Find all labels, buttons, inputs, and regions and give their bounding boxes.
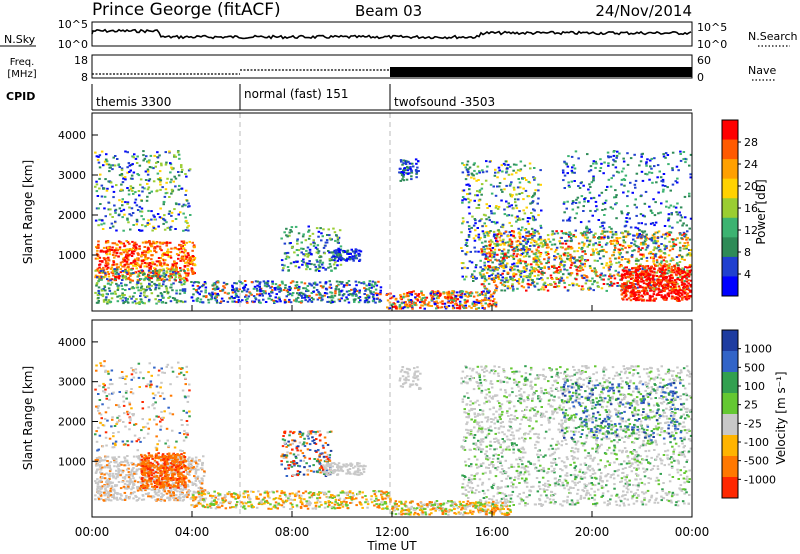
cpid-mode-2: normal (fast) 151: [244, 87, 348, 101]
range-tick-label: 4000: [58, 129, 86, 142]
freq-unit: [MHz]: [7, 69, 36, 80]
date-label: 24/Nov/2014: [595, 2, 692, 20]
beam-label: Beam 03: [355, 2, 422, 20]
colorbar-swatch: [722, 237, 738, 258]
range-tick-label: 2000: [58, 415, 86, 428]
colorbar-tick: 24: [744, 158, 758, 171]
colorbar-tick: 20: [744, 180, 758, 193]
colorbar-swatch: [722, 477, 738, 499]
velocity-ylabel: Slant Range [km]: [21, 366, 35, 470]
time-tick-label: 04:00: [175, 525, 210, 539]
colorbar-tick: 12: [744, 224, 758, 237]
cpid-panel: CPID themis 3300 normal (fast) 151 twofs…: [6, 84, 692, 111]
freq-tick-bottom: 8: [81, 71, 88, 84]
colorbar-tick: 16: [744, 202, 758, 215]
time-tick-label: 20:00: [575, 525, 610, 539]
colorbar-tick: 8: [744, 246, 751, 259]
colorbar-swatch: [722, 393, 738, 415]
noise-left-tick-bottom: 10^0: [58, 38, 88, 51]
time-tick-label: 00:00: [75, 525, 110, 539]
colorbar-swatch: [722, 414, 738, 436]
colorbar-swatch: [722, 351, 738, 373]
colorbar-swatch: [722, 435, 738, 457]
range-tick-label: 4000: [58, 336, 86, 349]
power-colorbar: 28 24 20 16 12 8 4: [721, 119, 758, 297]
range-tick-label: 1000: [58, 249, 86, 262]
noise-right-tick-top: 10^5: [697, 21, 727, 34]
colorbar-tick: 1000: [744, 343, 772, 356]
colorbar-swatch: [722, 198, 738, 219]
colorbar-swatch: [722, 256, 738, 277]
frequency-panel: Freq. [MHz] 18 8 60 0 Nave: [7, 54, 776, 84]
cpid-mode-1: themis 3300: [96, 95, 171, 109]
freq-tick-top: 18: [74, 54, 88, 67]
nave-tick-bottom: 0: [697, 71, 704, 84]
colorbar-swatch: [722, 276, 738, 297]
cpid-mode-3: twofsound -3503: [394, 95, 495, 109]
noise-left-label: N.Sky: [4, 33, 36, 46]
time-axis: 00:00 04:00 08:00 12:00 16:00 20:00 00:00: [75, 305, 710, 539]
range-tick-label: 3000: [58, 376, 86, 389]
velocity-data: [94, 360, 693, 516]
colorbar-swatch: [722, 372, 738, 394]
noise-sky-line: [91, 28, 692, 40]
colorbar-tick: 500: [744, 361, 765, 374]
colorbar-swatch: [722, 456, 738, 478]
colorbar-swatch: [722, 330, 738, 352]
time-tick-label: 16:00: [475, 525, 510, 539]
colorbar-tick: 100: [744, 380, 765, 393]
range-tick-label: 1000: [58, 455, 86, 468]
range-tick-label: 2000: [58, 209, 86, 222]
velocity-colorbar: 1000 500 100 25 -25 -100 -500 -1000: [721, 329, 776, 499]
colorbar-swatch: [722, 139, 738, 160]
velocity-panel: 4000 3000 2000 1000 Slant Range [km] 1000 50…: [21, 319, 788, 518]
colorbar-tick: 28: [744, 136, 758, 149]
nave-tick-top: 60: [697, 54, 711, 67]
colorbar-tick: -1000: [744, 473, 776, 486]
noise-panel: N.Sky 10^5 10^0 10^5 10^0 N.Search: [0, 18, 798, 51]
range-tick-label: 3000: [58, 169, 86, 182]
noise-right-label: N.Search: [748, 30, 798, 43]
noise-right-tick-bottom: 10^0: [697, 38, 727, 51]
freq-label: Freq.: [10, 57, 35, 68]
power-colorbar-label: Power [dB]: [754, 179, 768, 244]
time-axis-label: Time UT: [366, 539, 417, 553]
time-tick-label: 08:00: [275, 525, 310, 539]
cpid-label: CPID: [6, 90, 35, 103]
nave-label: Nave: [748, 64, 776, 77]
time-tick-label: 00:00: [675, 525, 710, 539]
power-ylabel: Slant Range [km]: [21, 160, 35, 264]
colorbar-swatch: [722, 159, 738, 180]
colorbar-tick: 25: [744, 399, 758, 412]
colorbar-tick: -100: [744, 436, 769, 449]
power-data: [94, 150, 693, 310]
freq-block: [390, 67, 692, 77]
station-title: Prince George (fitACF): [92, 0, 281, 20]
velocity-colorbar-label: Velocity [m s⁻¹]: [774, 371, 788, 464]
noise-left-tick-top: 10^5: [58, 18, 88, 31]
colorbar-tick: -500: [744, 455, 769, 468]
power-panel: 4000 3000 2000 1000 Slant Range [km] 28 24 20…: [21, 112, 768, 312]
colorbar-tick: 4: [744, 268, 751, 281]
time-tick-label: 12:00: [375, 525, 410, 539]
colorbar-swatch: [722, 217, 738, 238]
colorbar-swatch: [722, 120, 738, 141]
colorbar-swatch: [722, 178, 738, 199]
colorbar-tick: -25: [744, 417, 762, 430]
